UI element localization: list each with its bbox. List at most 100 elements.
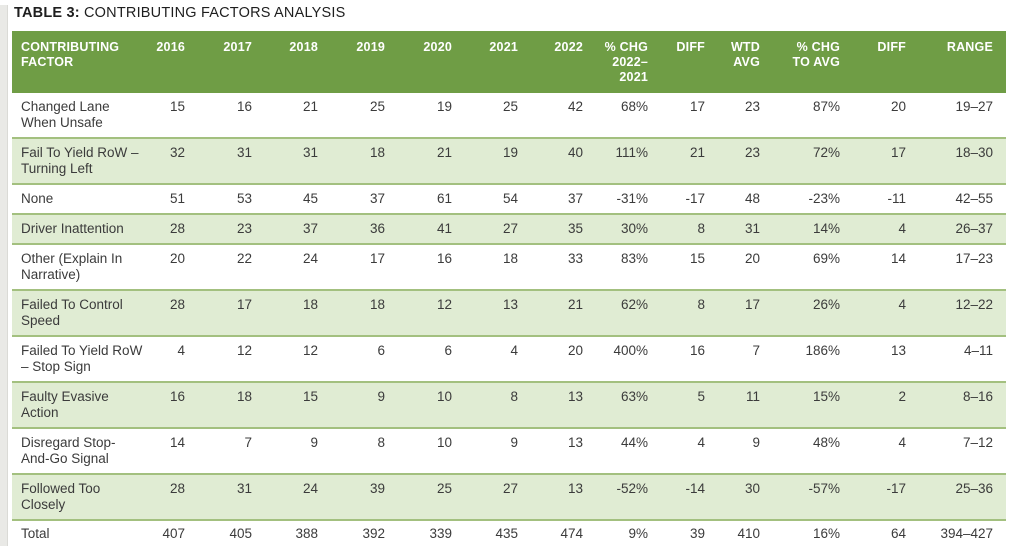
value-cell: 23	[203, 213, 270, 244]
col-header-2019: 2019	[336, 31, 403, 93]
value-cell: 388	[270, 519, 336, 546]
value-cell: 14	[858, 243, 924, 290]
value-cell: 25	[403, 473, 470, 520]
value-cell: 13	[536, 427, 601, 474]
value-cell: 9	[470, 427, 536, 474]
value-cell: 36	[336, 213, 403, 244]
value-cell: 9	[270, 427, 336, 474]
value-cell: 17–23	[924, 243, 1006, 290]
value-cell: 12	[403, 289, 470, 336]
factor-cell: Driver Inattention	[12, 213, 150, 244]
value-cell: 24	[270, 243, 336, 290]
value-cell: 4	[858, 289, 924, 336]
value-cell: 10	[403, 427, 470, 474]
value-cell: 32	[150, 137, 203, 184]
value-cell: 35	[536, 213, 601, 244]
value-cell: 33	[536, 243, 601, 290]
value-cell: 16	[150, 381, 203, 428]
value-cell: 435	[470, 519, 536, 546]
value-cell: 24	[270, 473, 336, 520]
table-row: Faulty Evasive Action 16 18 15 9 10 8 13…	[12, 381, 1006, 428]
table-row: Disregard Stop- And-Go Signal 14 7 9 8 1…	[12, 427, 1006, 474]
value-cell: -17	[666, 183, 723, 214]
value-cell: -31%	[601, 183, 666, 214]
value-cell: 31	[723, 213, 778, 244]
value-cell: 17	[203, 289, 270, 336]
value-cell: 28	[150, 213, 203, 244]
value-cell: 20	[723, 243, 778, 290]
value-cell: 5	[666, 381, 723, 428]
value-cell: 42	[567, 99, 583, 114]
value-cell: 23	[744, 99, 760, 114]
col-header-factor: CONTRIBUTING FACTOR	[12, 31, 150, 93]
value-cell: 48%	[778, 427, 858, 474]
table-row: Fail To Yield RoW – Turning Left 32 31 3…	[12, 137, 1006, 184]
value-cell: 39	[666, 519, 723, 546]
value-cell: 21	[536, 289, 601, 336]
value-cell: 37	[336, 183, 403, 214]
value-cell: 9	[336, 381, 403, 428]
value-cell: 31	[203, 137, 270, 184]
col-header-pct-chg-to-avg: % CHG TO AVG	[778, 31, 858, 93]
col-header-2022: 2022	[536, 31, 601, 93]
value-cell: 405	[203, 519, 270, 546]
value-cell: 28	[150, 473, 203, 520]
value-cell: 12	[270, 335, 336, 382]
value-cell: 20	[150, 243, 203, 290]
table-title-text: CONTRIBUTING FACTORS ANALYSIS	[84, 5, 346, 21]
value-cell: 8	[336, 427, 403, 474]
value-cell: 26–37	[924, 213, 1006, 244]
factor-cell: Fail To Yield RoW – Turning Left	[12, 137, 150, 184]
value-cell: 53	[203, 183, 270, 214]
value-cell: 20	[536, 335, 601, 382]
col-header-diff-2: DIFF	[858, 31, 924, 93]
value-cell: 13	[470, 289, 536, 336]
value-cell: 8	[666, 289, 723, 336]
value-cell: 9	[723, 427, 778, 474]
value-cell: 4	[150, 335, 203, 382]
col-header-range: RANGE	[924, 31, 1006, 93]
col-header-2020: 2020	[403, 31, 470, 93]
factor-cell: Followed Too Closely	[12, 473, 150, 520]
value-cell: 13	[536, 381, 601, 428]
value-cell: 63%	[601, 381, 666, 428]
value-cell: 37	[270, 213, 336, 244]
value-cell: 83%	[601, 243, 666, 290]
value-cell: 30	[723, 473, 778, 520]
value-cell: 15%	[778, 381, 858, 428]
value-cell: 4	[858, 213, 924, 244]
factor-cell: None	[12, 183, 150, 214]
value-cell: 21	[403, 137, 470, 184]
value-cell: 54	[470, 183, 536, 214]
value-cell: 12	[203, 335, 270, 382]
value-cell: 7	[723, 335, 778, 382]
value-cell: 18	[470, 243, 536, 290]
value-cell: -17	[858, 473, 924, 520]
value-cell: 407	[150, 519, 203, 546]
value-cell: 68%	[620, 99, 648, 114]
table-title: TABLE 3: CONTRIBUTING FACTORS ANALYSIS	[14, 5, 1024, 21]
value-cell: 16%	[778, 519, 858, 546]
table-row: Changed Lane When Unsafe 15 16 21 25 19 …	[12, 93, 1006, 138]
value-cell: 39	[336, 473, 403, 520]
value-cell: 25	[502, 99, 518, 114]
value-cell: 23	[723, 137, 778, 184]
value-cell: 2	[858, 381, 924, 428]
value-cell: -57%	[778, 473, 858, 520]
value-cell: 17	[689, 99, 705, 114]
value-cell: 64	[858, 519, 924, 546]
value-cell: 42–55	[924, 183, 1006, 214]
table-row: Followed Too Closely 28 31 24 39 25 27 1…	[12, 473, 1006, 520]
value-cell: 62%	[601, 289, 666, 336]
value-cell: -52%	[601, 473, 666, 520]
page-edge-strip	[0, 5, 8, 546]
value-cell: 21	[666, 137, 723, 184]
value-cell: 392	[336, 519, 403, 546]
value-cell: 6	[336, 335, 403, 382]
value-cell: 4	[858, 427, 924, 474]
value-cell: 4	[666, 427, 723, 474]
factor-cell: Other (Explain In Narrative)	[12, 243, 150, 290]
header-row: CONTRIBUTING FACTOR 2016 2017 2018 2019 …	[12, 31, 1006, 93]
value-cell: 26%	[778, 289, 858, 336]
value-cell: 14%	[778, 213, 858, 244]
